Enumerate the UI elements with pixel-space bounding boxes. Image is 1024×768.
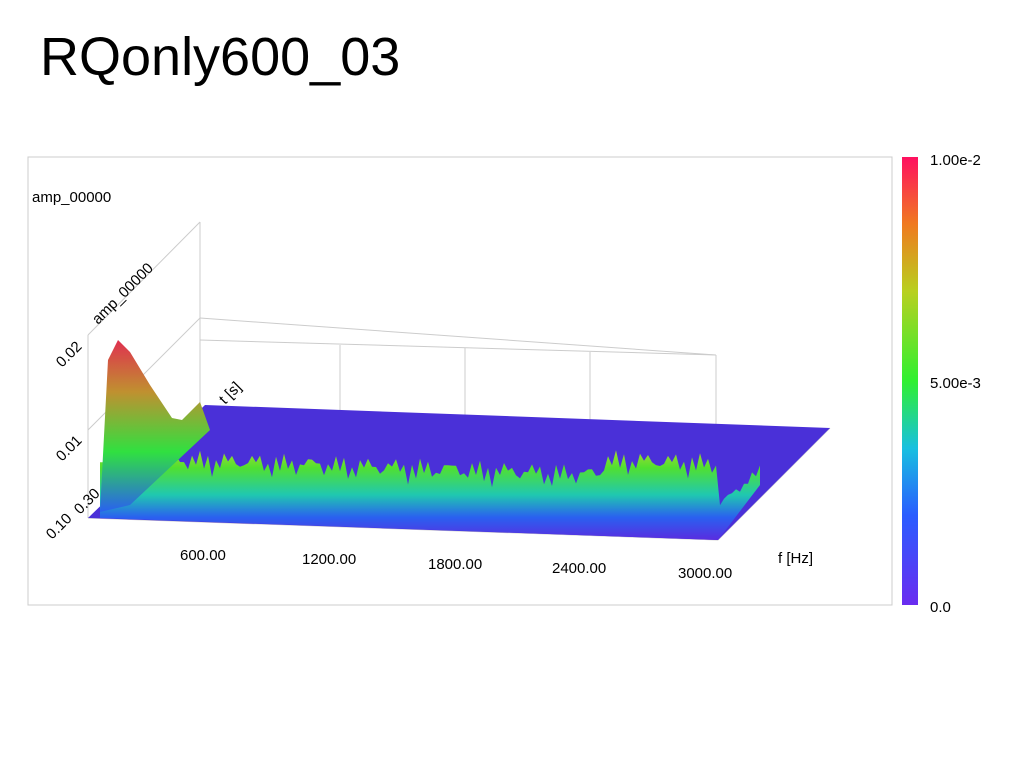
f-axis-label: f [Hz] xyxy=(778,550,813,567)
f-tick-label: 600.00 xyxy=(180,547,226,564)
z-axis-label: amp_00000 xyxy=(89,260,157,328)
colorbar-label: 5.00e-3 xyxy=(930,375,981,392)
f-tick-label: 3000.00 xyxy=(678,565,732,582)
surface-ridge xyxy=(100,449,760,540)
surface-peak xyxy=(100,340,210,512)
z-tick-label: 0.01 xyxy=(53,432,86,465)
f-tick-label: 1800.00 xyxy=(428,556,482,573)
colorbar-label: 0.0 xyxy=(930,599,951,616)
f-tick-label: 2400.00 xyxy=(552,560,606,577)
t-tick-label: 0.10 xyxy=(43,510,76,543)
plot-title: amp_00000 xyxy=(32,189,111,206)
t-axis-label: t [s] xyxy=(216,379,245,408)
f-tick-label: 1200.00 xyxy=(302,551,356,568)
colorbar xyxy=(902,157,918,605)
slide-title: RQonly600_03 xyxy=(40,27,400,87)
colorbar-label: 1.00e-2 xyxy=(930,152,981,169)
plot-frame xyxy=(27,156,893,606)
z-tick-label: 0.02 xyxy=(53,338,86,371)
